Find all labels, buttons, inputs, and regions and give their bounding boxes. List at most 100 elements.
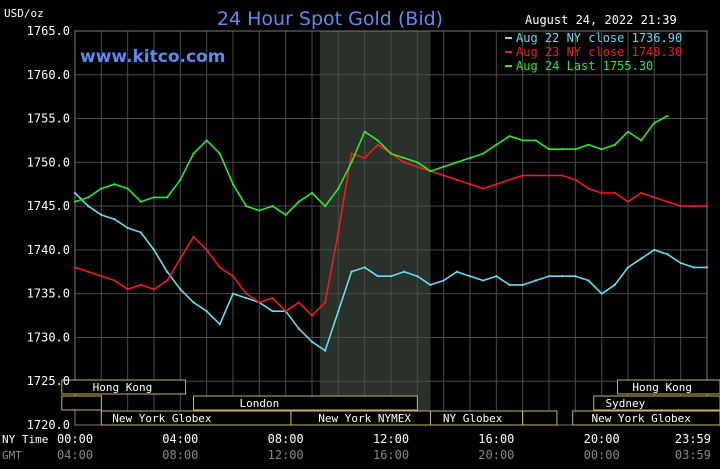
data-point xyxy=(73,191,77,195)
x-tick-label-ny: 12:00 xyxy=(373,432,409,446)
data-point xyxy=(666,200,669,203)
chart-title: 24 Hour Spot Gold (Bid) xyxy=(217,8,443,30)
data-point xyxy=(442,174,445,177)
shaded-session xyxy=(319,31,431,425)
data-point xyxy=(574,148,577,151)
data-point xyxy=(310,340,314,343)
data-point xyxy=(495,275,498,278)
data-point xyxy=(271,296,274,300)
data-point xyxy=(521,174,524,177)
data-point xyxy=(350,152,353,155)
x-tick-label-gmt: 03:59 xyxy=(675,448,711,462)
data-point xyxy=(455,161,458,164)
data-point xyxy=(521,139,524,142)
data-point xyxy=(442,165,445,168)
data-point xyxy=(403,161,406,164)
x-tick-label-gmt: 00:00 xyxy=(584,448,620,462)
x-tick-label-gmt: 16:00 xyxy=(373,448,409,462)
session-label: New York Globex xyxy=(112,412,212,425)
data-point xyxy=(139,231,142,234)
data-point xyxy=(692,205,695,208)
session-bar xyxy=(522,410,558,426)
data-point xyxy=(389,152,393,155)
data-point xyxy=(534,174,537,177)
data-point xyxy=(561,275,564,278)
data-point xyxy=(337,187,340,190)
data-point xyxy=(429,283,432,287)
data-point xyxy=(508,283,511,287)
data-point xyxy=(600,148,603,151)
data-point xyxy=(297,301,300,304)
data-point xyxy=(113,279,116,282)
y-tick-label: 1765.0 xyxy=(27,24,70,38)
data-point xyxy=(297,200,300,203)
data-point xyxy=(403,270,406,273)
data-point xyxy=(600,292,603,295)
axes: 1765.0 1760.0 1755.0 1750.0 1745.0 1740.0 1735… xyxy=(27,24,711,462)
data-point xyxy=(376,143,379,146)
data-point xyxy=(231,292,235,295)
y-tick-label: 1760.0 xyxy=(27,68,70,82)
data-point xyxy=(363,130,366,133)
data-point xyxy=(482,187,485,190)
data-point xyxy=(561,148,564,151)
data-point xyxy=(258,209,261,212)
data-point xyxy=(152,248,156,251)
market-sessions: Hong Kong London New York Globex New York N… xyxy=(61,379,720,426)
session-bar xyxy=(61,379,187,395)
data-point xyxy=(416,275,419,278)
data-point xyxy=(508,178,511,181)
data-point xyxy=(192,235,195,238)
data-point xyxy=(337,231,340,234)
data-point xyxy=(179,257,182,260)
data-point xyxy=(192,152,195,155)
session-label: New York NYMEX xyxy=(318,412,411,425)
data-point xyxy=(482,279,485,282)
data-point xyxy=(626,266,630,269)
data-point xyxy=(218,266,221,269)
data-point xyxy=(350,270,353,273)
data-point xyxy=(100,275,103,278)
data-point xyxy=(574,178,577,181)
data-point xyxy=(416,161,419,164)
data-point xyxy=(271,310,274,313)
data-point xyxy=(613,283,616,287)
data-point xyxy=(403,156,406,160)
y-axis-unit-label: USD/oz xyxy=(4,7,44,20)
data-point xyxy=(587,279,590,282)
data-point xyxy=(87,270,90,273)
data-point xyxy=(574,275,577,278)
data-point xyxy=(626,130,630,133)
data-point xyxy=(139,200,142,203)
data-point xyxy=(429,169,432,173)
data-point xyxy=(534,279,537,282)
session-label: Sydney xyxy=(605,397,645,410)
data-point xyxy=(73,266,77,269)
data-point xyxy=(705,266,709,269)
data-point xyxy=(126,187,129,190)
data-point xyxy=(310,314,314,317)
data-point xyxy=(640,191,643,195)
x-tick-label-ny: 00:00 xyxy=(57,432,93,446)
data-point xyxy=(245,292,248,295)
data-point xyxy=(284,213,287,216)
data-point xyxy=(297,327,300,330)
ny-time-label: NY Time xyxy=(2,433,48,446)
data-point xyxy=(508,134,511,138)
data-point xyxy=(350,161,353,164)
data-point xyxy=(587,143,590,146)
y-tick-label: 1745.0 xyxy=(27,199,70,213)
data-point xyxy=(653,121,656,125)
data-point xyxy=(468,183,472,186)
watermark: www.kitco.com xyxy=(80,47,225,67)
data-point xyxy=(389,275,393,278)
data-point xyxy=(73,200,77,203)
x-tick-label-ny: 20:00 xyxy=(584,432,620,446)
data-point xyxy=(613,143,616,146)
data-point xyxy=(666,253,669,256)
data-point xyxy=(679,261,682,265)
data-point xyxy=(547,275,551,278)
x-tick-label-gmt: 04:00 xyxy=(57,448,93,462)
data-point xyxy=(653,196,656,199)
